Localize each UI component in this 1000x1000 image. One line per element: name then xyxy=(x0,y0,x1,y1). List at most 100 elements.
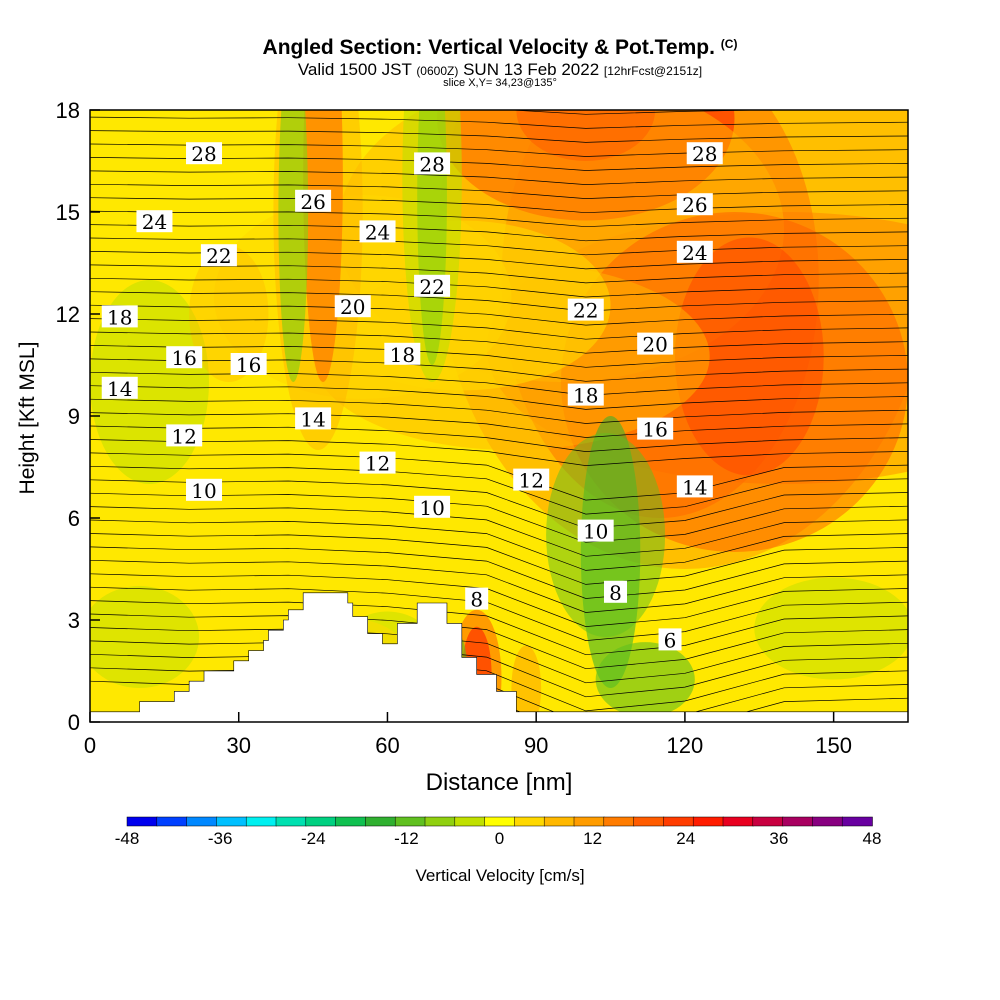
contour-label: 28 xyxy=(191,142,216,166)
contour-label: 18 xyxy=(390,343,415,367)
colorbar-swatch xyxy=(245,816,277,827)
colorbar-swatch xyxy=(394,816,426,827)
contour-label-bg xyxy=(359,451,396,474)
y-tick-label: 9 xyxy=(68,404,80,429)
colorbar-swatch xyxy=(514,816,545,827)
contour-label: 12 xyxy=(171,424,196,448)
contour-label-bg xyxy=(295,407,332,430)
colorbar-tick-label: -24 xyxy=(301,829,326,848)
contour-label: 18 xyxy=(107,305,132,329)
colorbar-swatch xyxy=(305,816,337,827)
colorbar-swatch xyxy=(186,816,218,827)
contour-label: 26 xyxy=(300,190,325,214)
x-tick-label: 30 xyxy=(226,733,250,758)
contour-label: 14 xyxy=(682,475,707,499)
colorbar-swatch xyxy=(603,816,635,827)
colorbar-swatch xyxy=(335,816,367,827)
x-tick-label: 150 xyxy=(815,733,852,758)
colorbar-tick-label: 12 xyxy=(583,829,602,848)
colorbar-swatch xyxy=(484,816,516,827)
contour-label: 14 xyxy=(107,377,132,401)
x-tick-label: 120 xyxy=(667,733,704,758)
contour-label-bg xyxy=(567,383,604,406)
contour-label-bg xyxy=(658,628,682,651)
colorbar-swatch xyxy=(216,816,247,827)
colorbar-tick-label: -12 xyxy=(394,829,419,848)
contour-label-bg xyxy=(567,298,604,321)
forecast-info: [12hrFcst@2151z] xyxy=(603,64,703,78)
colorbar-swatch xyxy=(663,816,694,827)
colorbar-tick-label: 24 xyxy=(676,829,695,848)
contour-label: 26 xyxy=(682,193,707,217)
contour-label-bg xyxy=(186,142,223,165)
y-axis-label: Height [Kft MSL] xyxy=(16,342,39,495)
y-tick-label: 0 xyxy=(68,710,80,735)
contour-label-bg xyxy=(465,587,489,610)
contour-label: 24 xyxy=(142,210,167,234)
contour-label-bg xyxy=(676,240,713,263)
colorbar-swatch xyxy=(633,816,665,827)
chart-title-unit: (C) xyxy=(720,37,738,51)
contour-label: 8 xyxy=(609,581,622,605)
valid-zulu: (0600Z) xyxy=(416,64,459,78)
y-tick-label: 18 xyxy=(56,98,80,123)
contour-label: 8 xyxy=(470,588,483,612)
y-tick-label: 12 xyxy=(56,302,80,327)
colorbar-tick-label: 0 xyxy=(495,829,504,848)
contour-label-bg xyxy=(414,152,451,175)
x-axis: 0 30 60 90 120 150 xyxy=(84,712,852,758)
contour-label: 20 xyxy=(642,333,667,357)
contour-label-bg xyxy=(676,193,713,216)
contour-label: 16 xyxy=(642,418,667,442)
colorbar-swatch xyxy=(782,816,814,827)
colorbar-tick-label: 36 xyxy=(769,829,788,848)
contour-label: 18 xyxy=(573,384,598,408)
contour-label-bg xyxy=(686,142,723,165)
contour-label: 24 xyxy=(682,241,707,265)
contour-label: 10 xyxy=(583,520,608,544)
contour-label: 28 xyxy=(692,142,717,166)
colorbar-swatch xyxy=(156,816,188,827)
colorbar: -48 -36 -24 -12 0 12 24 36 48 xyxy=(115,816,881,848)
colorbar-swatch xyxy=(275,816,307,827)
colorbar-swatch xyxy=(722,816,754,827)
colorbar-swatch xyxy=(573,816,605,827)
contour-label: 22 xyxy=(419,275,444,299)
contour-label-bg xyxy=(334,295,371,318)
contour-label-bg xyxy=(230,353,267,375)
contour-label-bg xyxy=(637,417,674,440)
contour-label: 10 xyxy=(191,479,216,503)
contour-label-bg xyxy=(676,475,713,498)
contour-label-bg xyxy=(200,244,237,267)
contour-label-bg xyxy=(359,220,396,243)
contour-label: 16 xyxy=(171,346,196,370)
contour-label-bg xyxy=(637,332,674,355)
colorbar-swatch xyxy=(454,816,486,827)
colorbar-tick-label: -36 xyxy=(208,829,233,848)
contour-label-bg xyxy=(295,189,332,212)
contour-label: 22 xyxy=(206,244,231,268)
y-tick-label: 3 xyxy=(68,608,80,633)
valid-date: SUN 13 Feb 2022 xyxy=(463,60,600,79)
colorbar-swatch xyxy=(812,816,843,827)
valid-time: Valid 1500 JST xyxy=(297,60,412,79)
y-tick-label: 15 xyxy=(56,200,80,225)
contour-label: 28 xyxy=(419,152,444,176)
contour-label-bg xyxy=(414,274,451,297)
contour-label: 6 xyxy=(664,628,677,652)
contour-label: 14 xyxy=(300,407,325,431)
contour-label-bg xyxy=(166,424,203,447)
contour-labels: 28 28 28 26 26 24 24 24 22 22 22 20 20 18 18 18 16 16 16 14… xyxy=(101,142,723,652)
chart-title-main: Angled Section: Vertical Velocity & Pot.… xyxy=(262,36,715,59)
terrain xyxy=(89,592,909,723)
colorbar-swatch xyxy=(543,816,575,827)
contour-label: 20 xyxy=(340,295,365,319)
colorbar-label: Vertical Velocity [cm/s] xyxy=(415,866,584,885)
contour-label-bg xyxy=(136,210,173,233)
colorbar-swatch xyxy=(365,816,396,827)
x-tick-label: 90 xyxy=(524,733,548,758)
contour-label-bg xyxy=(101,376,138,399)
contour-label: 16 xyxy=(236,353,261,377)
contour-label-bg xyxy=(513,468,550,491)
